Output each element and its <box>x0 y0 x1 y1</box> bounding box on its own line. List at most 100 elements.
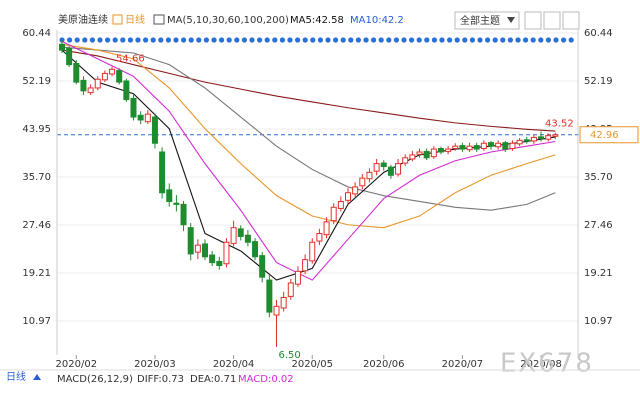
event-marker <box>447 37 453 43</box>
candle-body <box>480 142 487 149</box>
theme-button[interactable] <box>454 11 520 30</box>
event-marker <box>477 37 483 43</box>
candle-body <box>530 136 537 142</box>
candle-body <box>287 282 294 297</box>
tool-button[interactable] <box>543 11 561 30</box>
event-marker <box>424 37 430 43</box>
candle-body <box>73 62 80 83</box>
event-marker <box>165 37 171 43</box>
candle-body <box>109 68 116 75</box>
candle-body <box>144 113 151 123</box>
candle-body <box>252 241 259 258</box>
event-marker <box>234 37 240 43</box>
event-marker <box>59 37 65 43</box>
candle-body <box>337 200 344 209</box>
candle-body <box>66 47 73 66</box>
last-price-tag <box>579 126 639 144</box>
y-tick-label-left: 10.97 <box>22 316 51 327</box>
candle-body <box>237 228 244 237</box>
event-marker <box>135 37 141 43</box>
candle-body <box>523 139 530 142</box>
theme-button-label[interactable]: 全部主题 <box>460 14 500 27</box>
candle-body <box>273 305 280 316</box>
event-marker <box>500 37 506 43</box>
candle-body <box>280 297 287 309</box>
macd-value: MACD:0.02 <box>238 374 294 385</box>
candle-body <box>244 234 251 243</box>
watermark: EX678 <box>500 349 594 379</box>
ma-line <box>61 49 556 132</box>
event-marker <box>492 37 498 43</box>
event-marker <box>150 37 156 43</box>
event-marker <box>143 37 149 43</box>
last-price-label: 42.96 <box>590 130 619 141</box>
candle-body <box>395 163 402 175</box>
event-marker <box>378 37 384 43</box>
event-marker <box>173 37 179 43</box>
event-marker <box>348 37 354 43</box>
event-marker <box>454 37 460 43</box>
event-marker <box>439 37 445 43</box>
candle-body <box>259 255 266 278</box>
event-marker <box>568 37 574 43</box>
candle-body <box>416 151 423 155</box>
candle-body <box>409 154 416 160</box>
y-tick-label-right: 27.46 <box>584 220 613 231</box>
candle-body <box>387 166 394 176</box>
event-marker <box>89 37 95 43</box>
candle-body <box>509 142 516 149</box>
candle-body <box>137 114 144 121</box>
candle-body <box>316 232 323 242</box>
period-icon <box>112 14 123 25</box>
x-tick-label: 2020/04 <box>213 359 255 370</box>
event-marker <box>553 37 559 43</box>
event-marker <box>469 37 475 43</box>
event-marker <box>409 37 415 43</box>
event-marker <box>485 37 491 43</box>
event-marker <box>333 37 339 43</box>
y-tick-label-right: 35.70 <box>584 172 613 183</box>
event-marker <box>523 37 529 43</box>
candle-body <box>423 150 430 159</box>
candle-body <box>130 97 137 118</box>
candle-body <box>488 142 494 147</box>
footer-period[interactable]: 日线 <box>6 370 26 383</box>
x-tick-label: 2020/05 <box>291 359 333 370</box>
candle-body <box>552 134 559 137</box>
event-marker <box>74 37 80 43</box>
candle-body <box>302 259 309 272</box>
candle-body <box>59 43 65 51</box>
event-marker <box>158 37 164 43</box>
y-tick-label-left: 52.19 <box>22 76 51 87</box>
period[interactable]: 日线 <box>125 13 145 26</box>
candle-body <box>159 151 166 194</box>
candle-body <box>473 145 480 150</box>
candle-body <box>545 135 552 140</box>
candle-body <box>380 162 387 168</box>
tool-button[interactable] <box>524 11 542 30</box>
candle-body <box>430 148 437 158</box>
ma10-value: MA10:42.2 <box>350 15 404 26</box>
candle-body <box>366 171 373 180</box>
event-marker <box>249 37 255 43</box>
dropdown-arrow <box>507 17 515 23</box>
candle-body <box>194 244 201 253</box>
event-marker <box>196 37 202 43</box>
candle-body <box>230 227 237 244</box>
price-annotation: 54.66 <box>116 54 145 65</box>
x-tick-label: 2020/03 <box>134 359 176 370</box>
event-marker <box>287 37 293 43</box>
event-marker <box>82 37 88 43</box>
event-marker <box>181 37 187 43</box>
x-tick-label: 2020/02 <box>56 359 98 370</box>
event-marker <box>188 37 194 43</box>
price-annotation: 43.52 <box>545 118 574 129</box>
event-marker <box>363 37 369 43</box>
tool-button[interactable] <box>562 11 580 30</box>
ma5-value: MA5:42.58 <box>290 15 344 26</box>
ma-line <box>61 43 556 229</box>
ma-line <box>61 40 556 281</box>
candle-body <box>116 69 123 83</box>
event-marker <box>355 37 361 43</box>
